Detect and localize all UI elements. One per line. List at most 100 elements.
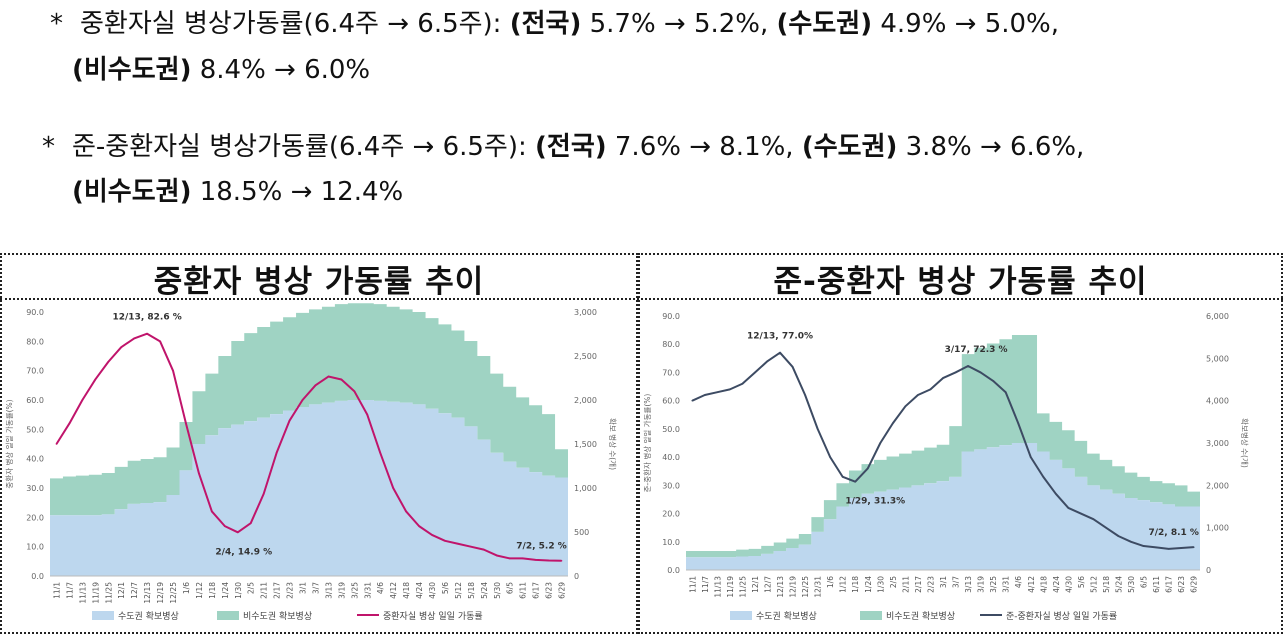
y-left-tick-label: 60.0 (662, 397, 680, 406)
line-point (1105, 526, 1107, 529)
x-tick-label: 3/25 (350, 582, 359, 599)
x-tick-label: 4/6 (1014, 576, 1023, 588)
x-tick-label: 4/18 (402, 582, 411, 599)
y-left-tick-label: 20.0 (26, 513, 44, 522)
line-point (457, 542, 459, 545)
x-tick-label: 6/5 (506, 582, 515, 594)
chart-1-svg: 0.0 10.0 20.0 30.0 40.0 50.0 60.0 70.0 80.0 90.0 0… (4, 303, 618, 622)
x-tick-label: 12/1 (117, 582, 126, 599)
line-point (81, 399, 84, 401)
x-tick-label: 4/24 (415, 582, 424, 599)
area-noncapital-beds (686, 335, 1200, 558)
line-point (1192, 546, 1195, 548)
y-right-tick-label: 1,500 (574, 440, 597, 449)
x-tick-label: 1/12 (839, 576, 848, 593)
area-noncapital-beds (50, 303, 568, 516)
y-right-tick-label: 4,000 (1206, 397, 1229, 406)
line-point (560, 559, 563, 562)
chart-2-svg: 0.0 10.0 20.0 30.0 40.0 50.0 60.0 70.0 80.0 90.0 0… (642, 312, 1250, 622)
line-point (301, 399, 304, 401)
data-annotation: 3/17, 72.3 % (945, 345, 1008, 355)
legend-label: 수도권 확보병상 (118, 610, 179, 622)
line-point (198, 472, 200, 475)
x-tick-label: 3/19 (337, 582, 346, 599)
x-tick-label: 3/19 (977, 576, 986, 593)
data-annotation: 1/29, 31.3% (845, 497, 905, 507)
x-tick-label: 3/1 (299, 582, 308, 594)
line-point (314, 384, 317, 387)
x-tick-label: 12/13 (776, 576, 785, 598)
x-tick-label: 11/19 (726, 576, 735, 598)
y-left-tick-label: 70.0 (662, 368, 680, 377)
x-tick-label: 12/13 (143, 582, 152, 604)
line-point (829, 456, 831, 458)
y-right-tick-label: 500 (574, 528, 589, 537)
line-point (879, 442, 882, 444)
x-tick-label: 12/25 (801, 576, 810, 598)
line-point (327, 375, 330, 378)
line-point (1055, 493, 1057, 495)
line-point (1130, 540, 1132, 543)
note-2-region-capital: (수도권) (801, 132, 898, 162)
line-point (68, 422, 71, 425)
legend-swatch (92, 611, 114, 620)
line-point (120, 346, 123, 348)
line-point (483, 548, 485, 551)
x-tick-label: 2/23 (286, 582, 295, 599)
line-point (1042, 476, 1045, 478)
line-point (224, 525, 226, 527)
line-point (841, 476, 844, 478)
x-tick-label: 5/24 (480, 582, 489, 599)
x-tick-label: 11/25 (738, 576, 747, 598)
line-point (892, 422, 894, 425)
line-point (1080, 512, 1082, 515)
note-2-prefix: 준-중환자실 병상가동률(6.4주 → 6.5주): (72, 132, 536, 162)
x-tick-label: 6/11 (519, 582, 528, 599)
line-point (704, 394, 706, 396)
x-tick-label: 1/24 (864, 576, 873, 593)
x-tick-label: 12/1 (751, 576, 760, 593)
line-point (392, 487, 394, 489)
y-left-tick-label: 80.0 (662, 340, 680, 349)
x-tick-label: 6/11 (1152, 576, 1161, 593)
y-right-tick-label: 1,000 (574, 484, 597, 493)
legend-swatch (217, 611, 239, 620)
x-tick-label: 4/18 (1039, 576, 1048, 593)
line-point (1092, 518, 1095, 520)
line-point (917, 394, 919, 396)
y-left-tick-label: 40.0 (662, 453, 680, 462)
line-point (55, 443, 58, 445)
x-tick-label: 12/25 (169, 582, 178, 604)
line-point (547, 559, 550, 562)
x-tick-label: 2/5 (889, 576, 898, 588)
x-tick-label: 1/6 (182, 582, 191, 594)
x-tick-label: 3/13 (964, 576, 973, 593)
line-point (754, 371, 756, 374)
note-1-region-national: (전국) (509, 9, 582, 39)
x-tick-label: 6/23 (1177, 576, 1186, 593)
x-tick-label: 5/6 (441, 582, 450, 594)
line-point (904, 405, 907, 408)
x-tick-label: 5/12 (1089, 576, 1098, 593)
note-1-region-capital: (수도권) (776, 9, 873, 39)
legend-label: 비수도권 확보병상 (886, 610, 955, 622)
line-point (379, 452, 382, 454)
line-point (534, 559, 537, 561)
x-tick-label: 1/30 (876, 576, 885, 593)
line-point (1067, 507, 1070, 509)
line-point (366, 413, 369, 416)
x-tick-label: 5/30 (493, 582, 502, 599)
line-point (495, 554, 498, 557)
y-right-tick-label: 0 (574, 572, 579, 581)
line-point (1029, 456, 1032, 458)
line-occupancy-rate (55, 332, 562, 562)
line-point (1142, 545, 1145, 547)
x-tick-label: 6/5 (1140, 576, 1149, 588)
x-tick-label: 5/24 (1115, 576, 1124, 593)
panel-left-border (0, 253, 638, 634)
data-annotation: 12/13, 77.0% (747, 332, 813, 342)
y-left-axis-title: 중환자 병상 일일 가동률(%) (4, 399, 14, 488)
line-point (159, 340, 161, 343)
y-right-tick-label: 2,500 (574, 352, 597, 361)
line-point (779, 351, 781, 354)
